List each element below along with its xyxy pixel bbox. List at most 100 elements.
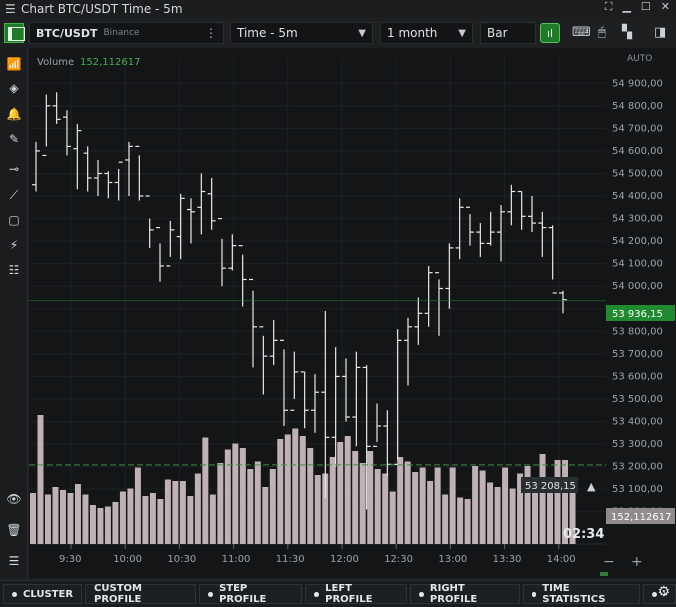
hamburger-icon[interactable]: ☰	[5, 1, 16, 16]
volume-bar	[524, 466, 531, 544]
price-bar	[125, 141, 133, 197]
tab-cluster[interactable]: CLUSTER	[3, 584, 83, 604]
volume-bar	[374, 469, 381, 544]
mouse-icon[interactable]: 🖱	[598, 25, 606, 40]
volume-bar	[382, 473, 389, 544]
volume-bar	[419, 467, 426, 544]
close-icon[interactable]: ✕	[660, 0, 670, 13]
price-bars	[32, 92, 567, 510]
price-tick-label: 54 700,00	[612, 123, 663, 134]
rectangle-icon[interactable]: ▢	[8, 213, 20, 227]
bottom-tabs: CLUSTER CUSTOM PROFILE STEP PROFILE LEFT…	[0, 580, 676, 607]
chevron-down-icon: ▼	[358, 27, 366, 39]
price-tick-label: 54 500,00	[612, 168, 663, 179]
volume-bar	[517, 473, 524, 544]
horizontal-line-icon[interactable]: ⊸	[8, 162, 20, 176]
eye-icon[interactable]: 👁	[6, 492, 22, 506]
price-bar	[207, 177, 216, 230]
chart-type-dropdown[interactable]: Bar	[480, 22, 536, 44]
volume-bar	[104, 506, 111, 544]
pencil-icon[interactable]: ✎	[8, 132, 20, 146]
exchange-label: Binance	[103, 28, 140, 38]
timeframe-label: Time - 5m	[237, 26, 298, 40]
price-bar	[52, 92, 61, 124]
volume-bar	[479, 470, 486, 544]
tab-left-profile[interactable]: LEFT PROFILE	[305, 583, 408, 605]
volume-bar	[464, 499, 471, 544]
zoom-in-icon[interactable]: +	[631, 554, 643, 570]
time-tick-label: 13:00	[438, 554, 467, 565]
price-bar	[156, 226, 164, 282]
price-bar	[559, 290, 567, 314]
price-bar	[404, 317, 412, 386]
price-tick-label: 53 500,00	[612, 394, 663, 405]
price-bar	[331, 347, 340, 467]
list-icon[interactable]: ☰	[8, 554, 20, 568]
tab-label: STEP PROFILE	[219, 583, 267, 605]
volume-bar	[30, 493, 36, 544]
scroll-indicator[interactable]	[600, 572, 608, 576]
more-options-icon[interactable]: ⋮	[205, 26, 217, 40]
tab-right-profile[interactable]: RIGHT PROFILE	[410, 583, 520, 605]
maximize-icon[interactable]: ☐	[640, 0, 651, 13]
zoom-out-icon[interactable]: −	[603, 554, 615, 570]
auto-scale-button[interactable]: AUTO	[627, 54, 652, 64]
alert-price-tag	[521, 477, 578, 493]
tab-time-statistics[interactable]: TIME STATISTICS	[522, 583, 640, 605]
layers-icon[interactable]: ◈	[9, 81, 19, 95]
volume-bar	[262, 487, 269, 544]
price-tick-label: 53 600,00	[612, 371, 663, 382]
chart-area[interactable]: Volume 152,112617 54 900,00 54 800,00 54 7…	[29, 48, 676, 578]
volume-bar	[209, 494, 216, 544]
dot-icon	[12, 591, 17, 597]
fib-icon[interactable]: ⚡	[9, 238, 19, 252]
tab-custom-profile[interactable]: CUSTOM PROFILE	[85, 583, 197, 605]
volume-bar	[89, 505, 96, 544]
volume-bar	[344, 436, 351, 544]
template-icon[interactable]: ▚	[622, 25, 632, 40]
fullscreen-icon[interactable]: ⛶	[604, 0, 613, 13]
indicators-button[interactable]: ıl	[540, 23, 560, 43]
price-tick-label: 53 800,00	[612, 326, 663, 337]
time-tick-label: 12:00	[330, 554, 359, 565]
gear-icon[interactable]: ⚙	[657, 584, 670, 600]
current-price-label: 53 936,15	[612, 309, 663, 320]
price-bar	[32, 141, 40, 192]
keyboard-icon[interactable]: ⌨	[572, 25, 591, 40]
tab-step-profile[interactable]: STEP PROFILE	[199, 583, 303, 605]
period-dropdown[interactable]: 1 month ▼	[380, 22, 473, 44]
sidebar-toggle-icon[interactable]: ◨	[654, 25, 667, 40]
trash-icon[interactable]: 🗑	[6, 523, 22, 537]
price-bar	[548, 225, 557, 294]
trend-line-icon[interactable]: ⟋	[9, 187, 19, 202]
price-bar	[249, 278, 257, 368]
minimize-icon[interactable]: ▁	[622, 0, 631, 13]
volume-bar	[547, 493, 554, 544]
volume-bar	[119, 491, 126, 544]
volume-axis-tag	[606, 508, 675, 524]
bar-chart-icon[interactable]: 📶	[6, 57, 22, 71]
volume-bar	[427, 481, 434, 544]
price-bar	[238, 245, 247, 307]
price-bar	[135, 145, 144, 201]
alert-bell-icon[interactable]: ▲	[587, 480, 596, 493]
tab-more[interactable]: ›	[642, 584, 676, 604]
bell-icon[interactable]: 🔔	[6, 107, 22, 121]
volume-bar	[314, 475, 321, 544]
volume-bar	[74, 484, 81, 544]
volume-bar	[97, 508, 104, 544]
price-tick-label: 54 300,00	[612, 214, 663, 225]
price-bar	[517, 190, 526, 230]
price-chart[interactable]: Volume 152,112617 54 900,00 54 800,00 54 7…	[29, 48, 676, 578]
volume-bar	[254, 461, 261, 544]
panel-toggle-button[interactable]	[4, 23, 25, 43]
price-bar	[290, 351, 299, 411]
alert-price-label: 53 208,15	[525, 481, 576, 492]
time-tick-label: 11:30	[276, 554, 305, 565]
timeframe-dropdown[interactable]: Time - 5m ▼	[230, 22, 373, 44]
price-bar	[311, 374, 319, 433]
bar-countdown: 02:34	[563, 527, 604, 542]
symbol-selector[interactable]: BTC/USDT Binance ⋮	[29, 22, 224, 44]
price-tick-label: 53 200,00	[612, 462, 663, 473]
list-icon[interactable]: ☷	[8, 263, 20, 277]
